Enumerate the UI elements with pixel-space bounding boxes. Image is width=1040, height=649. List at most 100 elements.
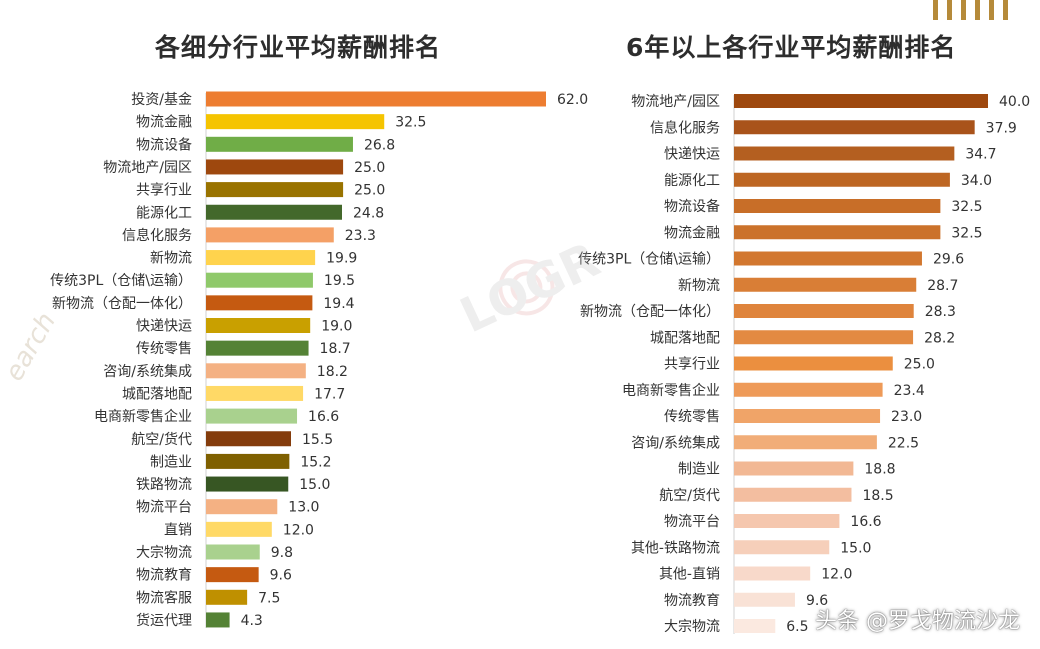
left-bar-chart: 投资/基金 62.0 物流金融 32.5 物流设备 26.8 物流地产/园区 25.0 共享行业… xyxy=(50,91,588,629)
value-label: 25.0 xyxy=(904,357,935,373)
category-label: 物流金融 xyxy=(664,225,720,241)
value-label: 6.5 xyxy=(786,619,808,635)
value-label: 28.7 xyxy=(927,278,958,294)
bar xyxy=(206,250,316,266)
bar xyxy=(206,159,344,175)
value-label: 22.5 xyxy=(888,435,919,451)
category-label: 大宗物流 xyxy=(664,619,720,635)
category-label: 物流金融 xyxy=(136,115,192,131)
bar xyxy=(734,225,941,240)
value-label: 28.3 xyxy=(925,304,956,320)
category-label: 快递快运 xyxy=(664,147,720,163)
value-label: 34.0 xyxy=(961,173,992,189)
category-label: 货运代理 xyxy=(136,612,192,629)
value-label: 37.9 xyxy=(986,120,1017,136)
bar xyxy=(734,277,917,292)
bar xyxy=(206,431,291,447)
value-label: 15.0 xyxy=(840,540,871,556)
value-label: 18.2 xyxy=(317,364,348,380)
category-label: 投资/基金 xyxy=(131,91,192,108)
value-label: 13.0 xyxy=(288,500,319,516)
bar xyxy=(206,363,306,379)
decor-stripe-3 xyxy=(961,0,966,20)
category-label: 新物流（仓配一体化） xyxy=(52,296,192,312)
value-label: 62.0 xyxy=(557,92,588,108)
bar xyxy=(206,272,313,288)
bar xyxy=(206,227,334,243)
value-label: 18.7 xyxy=(320,341,351,357)
value-label: 9.8 xyxy=(271,545,293,561)
category-label: 咨询/系统集成 xyxy=(631,434,720,451)
category-label: 物流地产/园区 xyxy=(631,94,720,110)
category-label: 物流设备 xyxy=(664,198,720,215)
value-label: 18.8 xyxy=(864,462,895,478)
bar xyxy=(734,461,854,476)
value-label: 25.0 xyxy=(354,160,385,176)
bar xyxy=(206,408,298,424)
bar xyxy=(734,435,877,450)
category-label: 其他-直销 xyxy=(659,566,720,583)
category-label: 电商新零售企业 xyxy=(94,408,192,425)
category-label: 电商新零售企业 xyxy=(622,382,720,399)
value-label: 9.6 xyxy=(806,593,828,609)
value-label: 9.6 xyxy=(270,568,292,584)
value-label: 18.5 xyxy=(862,488,893,504)
value-label: 29.6 xyxy=(933,252,964,268)
bar xyxy=(734,94,988,108)
category-label: 航空/货代 xyxy=(131,431,192,448)
value-label: 34.7 xyxy=(965,147,996,163)
value-label: 32.5 xyxy=(951,225,982,241)
credit-label: 头条 @罗戈物流沙龙 xyxy=(815,609,1020,634)
value-label: 19.5 xyxy=(324,273,355,289)
decor-stripe-1 xyxy=(933,0,938,20)
value-label: 16.6 xyxy=(308,409,339,425)
value-label: 15.5 xyxy=(302,432,333,448)
category-label: 新物流（仓配一体化） xyxy=(580,304,720,320)
bar xyxy=(206,453,290,469)
category-label: 共享行业 xyxy=(664,356,720,373)
bar xyxy=(206,544,260,560)
category-label: 传统零售 xyxy=(136,341,192,357)
value-label: 23.3 xyxy=(345,228,376,244)
bar xyxy=(734,356,893,371)
bar xyxy=(206,589,248,605)
bar xyxy=(734,382,883,397)
value-label: 19.9 xyxy=(326,251,357,267)
category-label: 制造业 xyxy=(678,462,720,478)
category-label: 能源化工 xyxy=(136,205,192,221)
bar xyxy=(734,120,975,135)
category-label: 快递快运 xyxy=(136,319,192,335)
category-label: 物流教育 xyxy=(136,568,192,584)
category-label: 新物流 xyxy=(678,278,720,294)
bar xyxy=(734,592,795,607)
category-label: 信息化服务 xyxy=(122,227,192,244)
category-label: 城配落地配 xyxy=(122,386,192,402)
category-label: 物流客服 xyxy=(136,589,192,606)
bar xyxy=(206,476,289,492)
bar xyxy=(206,182,344,198)
value-label: 32.5 xyxy=(951,199,982,215)
value-label: 23.0 xyxy=(891,409,922,425)
category-label: 信息化服务 xyxy=(650,119,720,136)
value-label: 4.3 xyxy=(241,613,263,629)
bar xyxy=(734,409,881,423)
category-label: 能源化工 xyxy=(664,173,720,189)
decor-stripe-2 xyxy=(947,0,952,20)
category-label: 传统3PL（仓储\运输） xyxy=(578,252,720,268)
category-label: 制造业 xyxy=(150,454,192,470)
value-label: 12.0 xyxy=(283,522,314,538)
bar xyxy=(206,612,230,628)
bar xyxy=(206,136,353,152)
value-label: 19.4 xyxy=(323,296,354,312)
category-label: 物流教育 xyxy=(664,593,720,609)
category-label: 铁路物流 xyxy=(136,477,192,493)
bar xyxy=(206,385,304,401)
bar xyxy=(206,499,278,515)
bar xyxy=(206,521,272,537)
value-label: 23.4 xyxy=(894,383,925,399)
bar xyxy=(206,340,309,356)
value-label: 7.5 xyxy=(258,590,280,606)
category-label: 传统零售 xyxy=(664,409,720,425)
value-label: 26.8 xyxy=(364,137,395,153)
bar xyxy=(734,146,955,161)
